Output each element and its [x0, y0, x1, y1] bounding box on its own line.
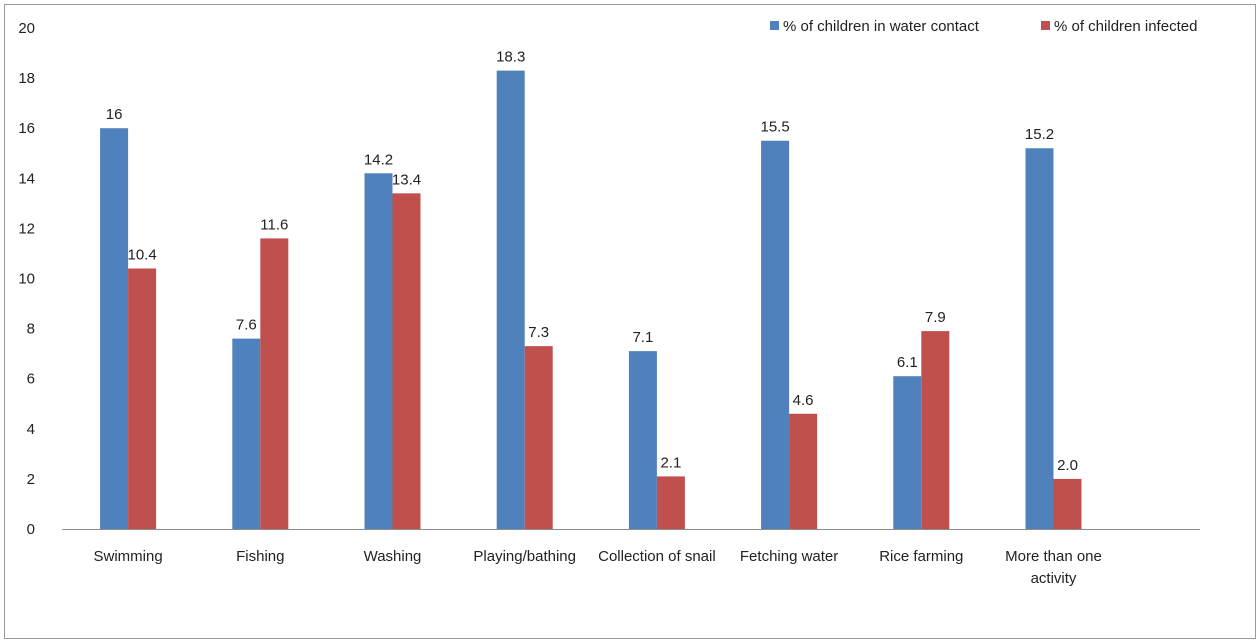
- y-tick-label: 8: [27, 321, 35, 338]
- y-tick-label: 6: [27, 371, 35, 388]
- bars: [100, 70, 1082, 530]
- data-label-infected: 7.9: [925, 309, 946, 326]
- y-tick-label: 20: [18, 20, 35, 37]
- bar-infected: [392, 193, 421, 529]
- x-category-label: Collection of snail: [598, 548, 716, 565]
- y-tick-label: 12: [18, 220, 35, 237]
- x-axis-labels: Swimming Fishing Washing Playing/bathing Col…: [94, 548, 1102, 587]
- legend-label-water-contact: % of children in water contact: [783, 18, 980, 35]
- bar-water-contact: [893, 376, 922, 529]
- bar-water-contact: [496, 70, 525, 530]
- legend-swatch-water-contact: [770, 21, 779, 30]
- data-label-water-contact: 14.2: [364, 151, 393, 168]
- bar-water-contact: [364, 173, 393, 530]
- x-category-label: activity: [1031, 570, 1077, 587]
- y-tick-label: 14: [18, 170, 35, 187]
- bar-water-contact: [628, 351, 657, 529]
- y-tick-label: 2: [27, 471, 35, 488]
- data-label-water-contact: 15.2: [1025, 126, 1054, 143]
- bar-infected: [1053, 478, 1082, 529]
- bar-infected: [921, 331, 950, 529]
- legend-label-infected: % of children infected: [1054, 18, 1197, 35]
- data-label-water-contact: 16: [106, 106, 123, 123]
- x-category-label: Playing/bathing: [473, 548, 576, 565]
- bar-infected: [524, 346, 553, 529]
- data-label-water-contact: 15.5: [760, 119, 789, 136]
- x-category-label: Fetching water: [740, 548, 838, 565]
- x-category-label: More than one: [1005, 548, 1102, 565]
- bar-water-contact: [232, 338, 261, 529]
- x-category-label: Swimming: [94, 548, 163, 565]
- data-label-water-contact: 7.1: [632, 329, 653, 346]
- y-tick-label: 10: [18, 271, 35, 288]
- bar-water-contact: [761, 140, 790, 529]
- data-label-infected: 11.6: [260, 216, 288, 233]
- data-label-water-contact: 18.3: [496, 49, 525, 66]
- bar-infected: [656, 476, 685, 529]
- data-label-infected: 7.3: [528, 324, 549, 341]
- x-category-label: Fishing: [236, 548, 284, 565]
- bar-infected: [789, 413, 818, 529]
- y-tick-label: 16: [18, 120, 35, 137]
- y-tick-label: 4: [27, 421, 35, 438]
- data-label-infected: 2.0: [1057, 457, 1078, 474]
- x-category-label: Washing: [364, 548, 422, 565]
- data-label-infected: 10.4: [127, 246, 156, 263]
- y-tick-label: 18: [18, 70, 35, 87]
- legend-swatch-infected: [1041, 21, 1050, 30]
- data-label-water-contact: 6.1: [897, 354, 918, 371]
- data-label-infected: 4.6: [793, 392, 814, 409]
- y-tick-label: 0: [27, 521, 35, 538]
- y-axis-ticks: 0 2 4 6 8 10 12 14 16 18 20: [18, 20, 35, 538]
- x-category-label: Rice farming: [879, 548, 963, 565]
- bar-water-contact: [1025, 148, 1054, 530]
- legend: % of children in water contact % of child…: [770, 18, 1197, 35]
- data-labels: 16 10.4 7.6 11.6 14.2 13.4 18.3 7.3 7.1 2.1 15.5 4.…: [106, 49, 1078, 474]
- bar-infected: [128, 268, 157, 529]
- data-label-infected: 13.4: [392, 171, 421, 188]
- bar-water-contact: [100, 128, 129, 529]
- bar-infected: [260, 238, 289, 530]
- data-label-water-contact: 7.6: [236, 317, 257, 334]
- data-label-infected: 2.1: [660, 454, 681, 471]
